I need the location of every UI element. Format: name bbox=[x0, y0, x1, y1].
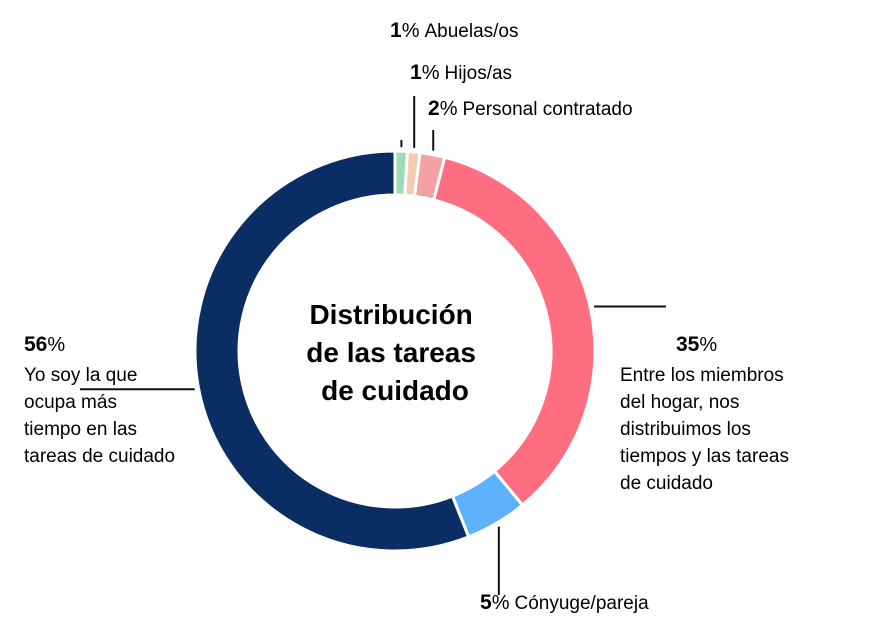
slice-category-line: tiempo en las bbox=[24, 419, 137, 440]
chart-title-line-2: de las tareas bbox=[306, 337, 476, 368]
chart-title: Distribución de las tareas de cuidado bbox=[306, 299, 483, 406]
chart-title-line-3: de cuidado bbox=[321, 375, 469, 406]
percent-sign: % bbox=[492, 592, 510, 614]
slice-value: 1 bbox=[410, 61, 422, 84]
slice-label-1: 1% Hijos/as bbox=[410, 61, 512, 84]
slice-category-line: del hogar, nos bbox=[620, 392, 739, 413]
slice-category-line: ocupa más bbox=[24, 392, 117, 413]
slice-value: 5 bbox=[480, 591, 492, 614]
slice-category: Hijos/as bbox=[444, 63, 512, 84]
slice-category-5: Yo soy la que ocupa más tiempo en las tarea… bbox=[24, 365, 175, 467]
slice-value: 35 bbox=[676, 333, 700, 356]
slice-value: 2 bbox=[428, 97, 440, 120]
slice-category: Abuelas/os bbox=[424, 21, 518, 42]
slice-labels: 1% Abuelas/os1% Hijos/as2% Personal contrat… bbox=[24, 19, 789, 614]
percent-sign: % bbox=[422, 62, 440, 84]
slice-value: 56 bbox=[24, 333, 47, 356]
slice-label-0: 1% Abuelas/os bbox=[390, 19, 519, 42]
slice-category: Cónyuge/pareja bbox=[514, 593, 649, 614]
slice-value: 1 bbox=[390, 19, 402, 42]
slice-category-line: tareas de cuidado bbox=[24, 446, 175, 467]
percent-sign: % bbox=[699, 334, 717, 356]
slice-label-2: 2% Personal contratado bbox=[428, 97, 633, 120]
leader-lines bbox=[80, 96, 666, 595]
donut-slice-5 bbox=[193, 149, 471, 553]
percent-sign: % bbox=[440, 98, 458, 120]
percent-sign: % bbox=[47, 334, 65, 356]
slice-category-3: Entre los miembros del hogar, nos distribu… bbox=[620, 365, 789, 494]
slice-label-3: 35% bbox=[676, 333, 717, 356]
slice-category-line: distribuimos los bbox=[620, 419, 751, 440]
slice-label-4: 5% Cónyuge/pareja bbox=[480, 591, 649, 614]
slice-label-5: 56% bbox=[24, 333, 65, 356]
slices bbox=[193, 149, 597, 553]
slice-category-line: Yo soy la que bbox=[24, 365, 137, 386]
slice-category-line: de cuidado bbox=[620, 473, 713, 494]
donut-slice-3 bbox=[431, 155, 597, 508]
slice-category-line: tiempos y las tareas bbox=[620, 446, 789, 467]
slice-category-line: Entre los miembros bbox=[620, 365, 784, 386]
chart-title-line-1: Distribución bbox=[309, 299, 472, 330]
slice-category: Personal contratado bbox=[462, 99, 632, 120]
percent-sign: % bbox=[402, 20, 420, 42]
